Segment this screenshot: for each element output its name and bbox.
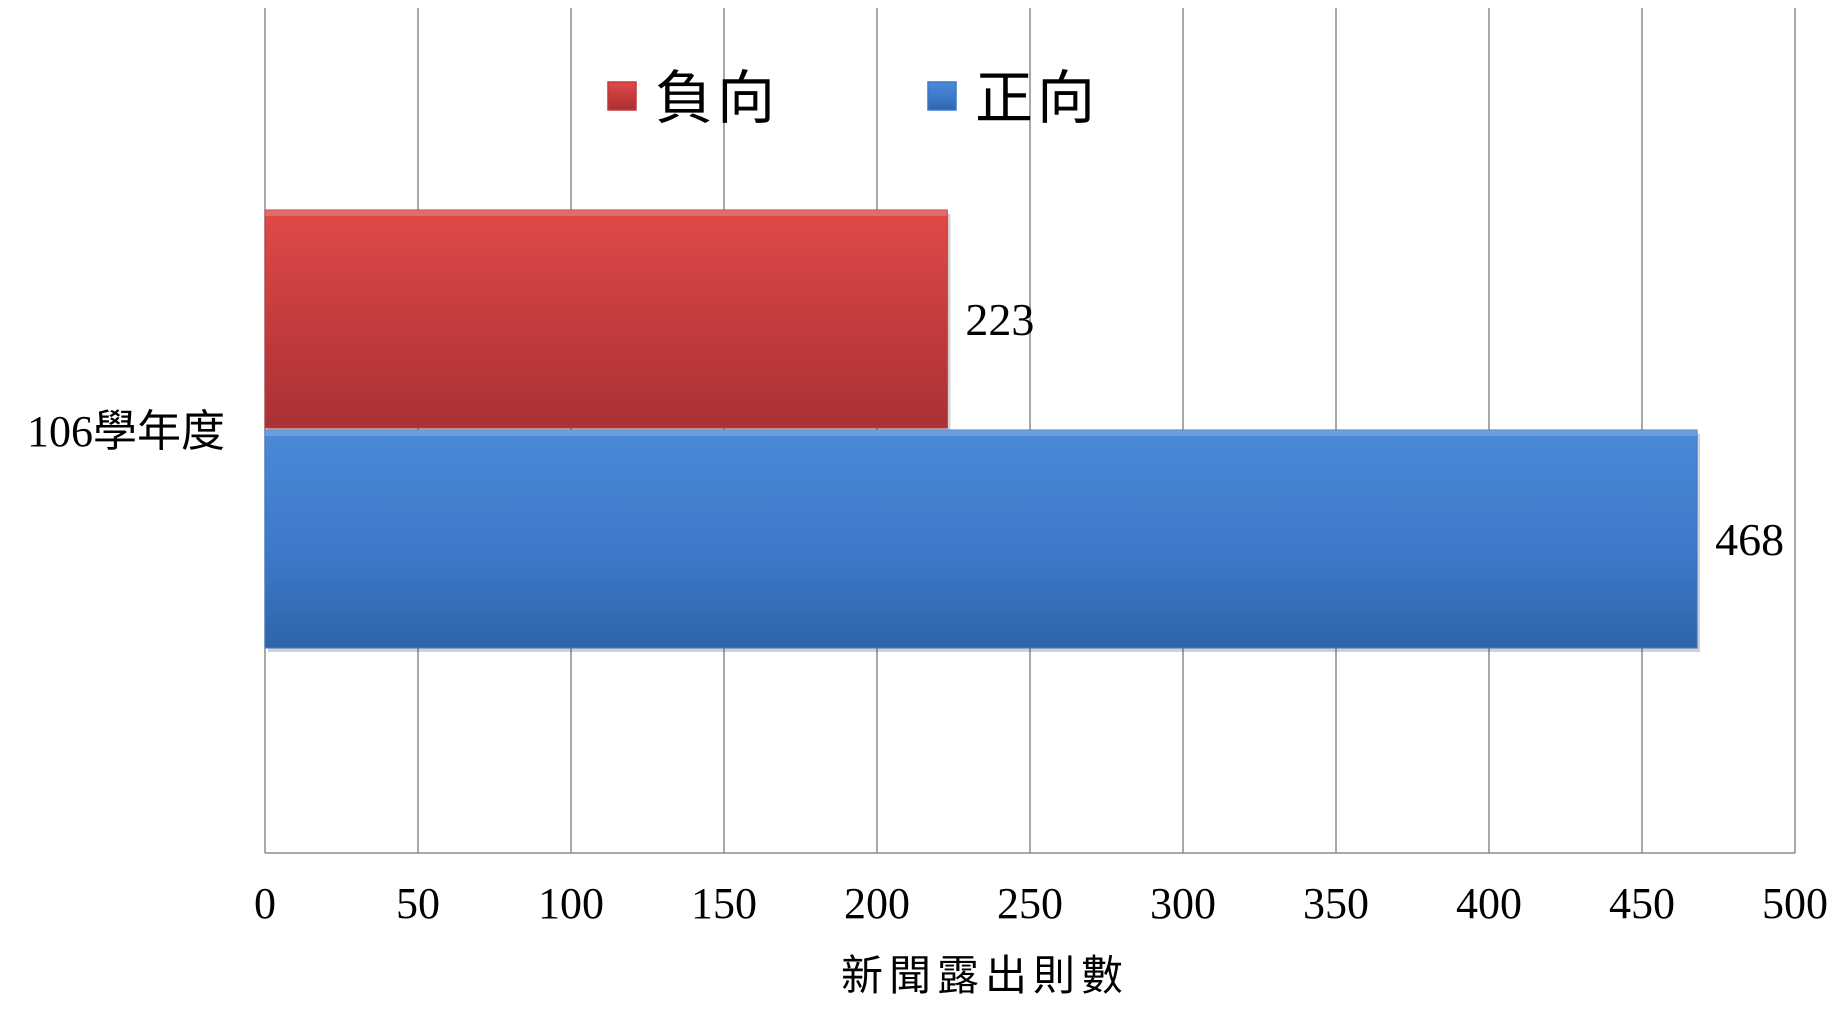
- x-tick-label: 50: [396, 879, 440, 928]
- y-category-label: 106學年度: [27, 407, 225, 456]
- legend-label-positive: 正向: [975, 64, 1099, 132]
- x-tick-label: 0: [254, 879, 276, 928]
- x-axis-ticks: 0 50 100 150 200 250 300 350 400 450 500: [254, 879, 1828, 928]
- bar-negative: [264, 209, 948, 429]
- legend-label-negative: 負向: [655, 64, 779, 132]
- bar-positive: [264, 429, 1698, 649]
- x-axis-title: 新聞露出則數: [841, 951, 1129, 1000]
- x-tick-label: 100: [538, 879, 604, 928]
- legend-swatch-positive: [927, 81, 957, 111]
- x-tick-label: 250: [997, 879, 1063, 928]
- bar-highlight-0: [265, 210, 948, 216]
- data-labels: 223 468: [965, 294, 1784, 565]
- bar-highlight-1: [265, 430, 1698, 436]
- data-label-positive: 468: [1715, 514, 1784, 565]
- x-tick-label: 350: [1303, 879, 1369, 928]
- x-tick-label: 400: [1456, 879, 1522, 928]
- x-tick-label: 150: [691, 879, 757, 928]
- bars: [264, 209, 1701, 652]
- x-tick-label: 450: [1609, 879, 1675, 928]
- y-axis-categories: 106學年度: [27, 407, 225, 456]
- legend-swatch-negative: [607, 81, 637, 111]
- legend: 負向 正向: [607, 64, 1099, 132]
- x-tick-label: 500: [1762, 879, 1828, 928]
- x-tick-label: 300: [1150, 879, 1216, 928]
- x-tick-label: 200: [844, 879, 910, 928]
- data-label-negative: 223: [965, 294, 1034, 345]
